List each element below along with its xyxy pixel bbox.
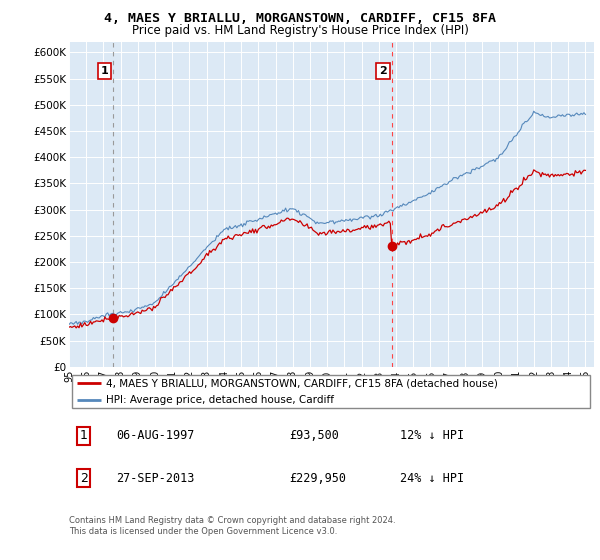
Text: 24% ↓ HPI: 24% ↓ HPI <box>400 472 464 484</box>
FancyBboxPatch shape <box>71 375 590 408</box>
Text: 27-SEP-2013: 27-SEP-2013 <box>116 472 194 484</box>
Text: Contains HM Land Registry data © Crown copyright and database right 2024.
This d: Contains HM Land Registry data © Crown c… <box>69 516 395 536</box>
Text: £93,500: £93,500 <box>290 430 340 442</box>
Text: 1: 1 <box>101 66 109 76</box>
Text: 2: 2 <box>80 472 88 484</box>
Text: 4, MAES Y BRIALLU, MORGANSTOWN, CARDIFF, CF15 8FA: 4, MAES Y BRIALLU, MORGANSTOWN, CARDIFF,… <box>104 12 496 25</box>
Text: £229,950: £229,950 <box>290 472 347 484</box>
Text: 06-AUG-1997: 06-AUG-1997 <box>116 430 194 442</box>
Text: 4, MAES Y BRIALLU, MORGANSTOWN, CARDIFF, CF15 8FA (detached house): 4, MAES Y BRIALLU, MORGANSTOWN, CARDIFF,… <box>106 379 497 388</box>
Text: 12% ↓ HPI: 12% ↓ HPI <box>400 430 464 442</box>
Text: 1: 1 <box>80 430 88 442</box>
Text: 2: 2 <box>379 66 387 76</box>
Text: Price paid vs. HM Land Registry's House Price Index (HPI): Price paid vs. HM Land Registry's House … <box>131 24 469 37</box>
Text: HPI: Average price, detached house, Cardiff: HPI: Average price, detached house, Card… <box>106 395 334 405</box>
